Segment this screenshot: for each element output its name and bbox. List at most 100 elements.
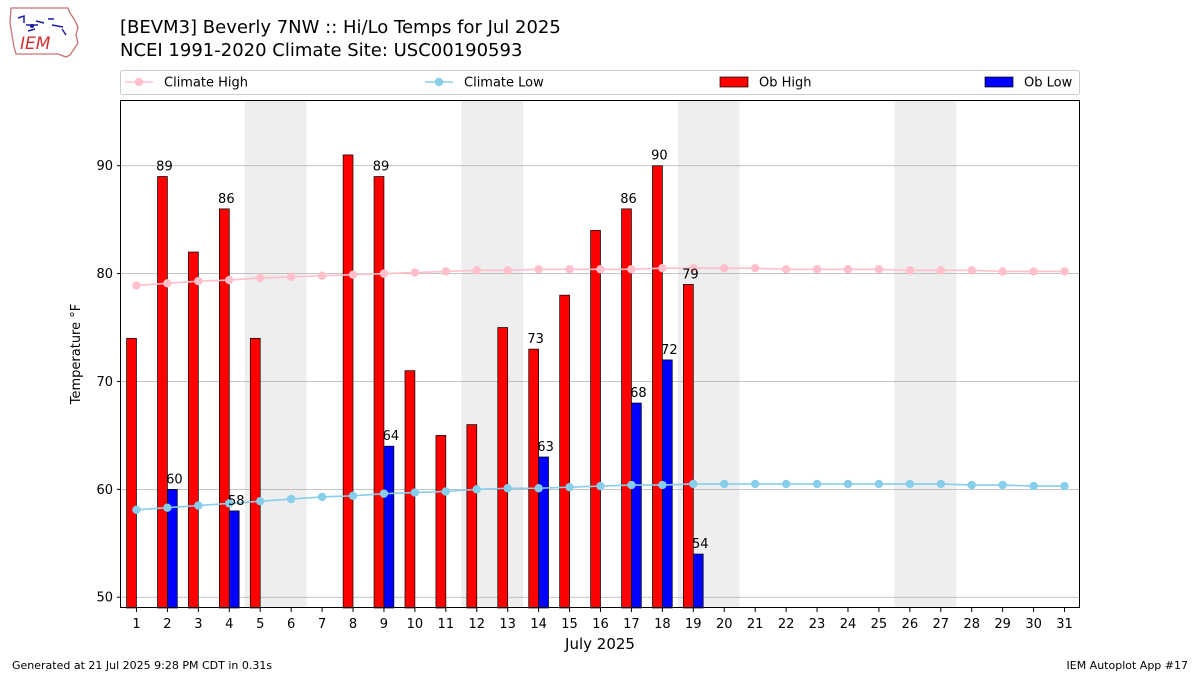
x-tick-label: 3 xyxy=(194,617,202,632)
climate-high-point xyxy=(379,269,389,278)
x-tick-label: 19 xyxy=(685,617,702,632)
ob-high-bar xyxy=(342,154,354,609)
ob-low-bar xyxy=(383,445,395,609)
ob-high-bar xyxy=(188,251,199,609)
y-tick-label: 50 xyxy=(96,591,113,606)
y-axis-label: Temperature °F xyxy=(69,304,84,405)
climate-low-point xyxy=(472,485,481,494)
climate-low-point xyxy=(1029,481,1038,491)
climate-low-point xyxy=(998,480,1007,490)
climate-low-point xyxy=(441,487,451,496)
data-label: 63 xyxy=(537,440,554,455)
x-tick-label: 25 xyxy=(871,617,888,632)
ob-high-bar xyxy=(528,348,539,609)
x-axis-label: July 2025 xyxy=(564,635,635,653)
x-tick-label: 8 xyxy=(349,617,357,632)
ob-low-legend-label: Ob Low xyxy=(1024,76,1073,91)
data-label: 73 xyxy=(527,332,544,347)
climate-lines xyxy=(132,264,1069,515)
climate-high-point xyxy=(905,266,915,275)
ob-high-bar xyxy=(126,337,137,609)
data-label: 89 xyxy=(156,160,173,175)
climate-low-point xyxy=(689,479,698,489)
x-tick-label: 21 xyxy=(747,617,764,632)
ob-high-bar xyxy=(373,176,385,609)
ob-high-bar xyxy=(219,208,230,609)
climate-high-point xyxy=(1029,267,1038,276)
data-label: 68 xyxy=(630,386,647,401)
x-tick-label: 24 xyxy=(840,617,857,632)
climate-low-point xyxy=(534,484,543,493)
x-tick-label: 12 xyxy=(468,617,485,632)
chart-title: [BEVM3] Beverly 7NW :: Hi/Lo Temps for J… xyxy=(120,17,561,38)
app-credit: IEM Autoplot App #17 xyxy=(1066,659,1189,672)
climate-high-point xyxy=(596,265,605,274)
climate-low-point xyxy=(225,499,234,508)
data-labels: 89 86 89 73 86 90 79 60 58 64 63 68 72 54 xyxy=(156,149,708,552)
climate-low-point xyxy=(781,479,791,489)
ob-high-bar xyxy=(157,176,168,609)
data-label: 89 xyxy=(373,160,390,175)
y-axis: 50 60 70 80 90 xyxy=(96,159,121,606)
data-label: 64 xyxy=(383,429,400,444)
climate-high-point xyxy=(812,265,822,274)
climate-low-point xyxy=(627,480,636,490)
climate-low-point xyxy=(812,479,822,489)
x-tick-label: 15 xyxy=(561,617,578,632)
x-tick-label: 28 xyxy=(963,617,980,632)
climate-low-point xyxy=(720,479,729,489)
climate-low-point xyxy=(874,479,884,489)
iem-logo: IEM xyxy=(9,7,79,58)
climate-low-point xyxy=(658,480,667,490)
x-tick-label: 31 xyxy=(1056,617,1073,632)
data-label: 86 xyxy=(218,192,235,207)
weekend-shade xyxy=(894,101,957,608)
climate-high-point xyxy=(565,265,574,274)
climate-low-point xyxy=(256,497,265,506)
climate-high-point xyxy=(410,268,420,277)
climate-high-point xyxy=(132,281,141,290)
climate-high-point xyxy=(286,272,296,282)
climate-high-point xyxy=(534,265,543,274)
ob-high-bar xyxy=(466,424,478,609)
climate-low-legend-marker xyxy=(434,77,444,87)
climate-high-point xyxy=(750,264,760,273)
climate-high-point xyxy=(441,267,451,276)
climate-low-point xyxy=(317,492,327,502)
climate-high-point xyxy=(503,266,512,275)
data-label: 86 xyxy=(620,192,637,207)
y-tick-label: 70 xyxy=(96,375,113,390)
x-tick-label: 4 xyxy=(225,617,233,632)
x-axis: 1 2 3 4 5 6 7 8 9 10 11 12 13 14 15 16 17 18 19 20 21 22 23 24 2… xyxy=(132,608,1073,632)
climate-low-point xyxy=(843,479,853,489)
x-tick-label: 2 xyxy=(163,617,171,632)
climate-high-point xyxy=(874,265,884,274)
climate-low-point xyxy=(750,479,760,489)
x-tick-label: 6 xyxy=(287,617,295,632)
climate-high-point xyxy=(843,265,853,274)
x-tick-label: 14 xyxy=(530,617,547,632)
plot-frame xyxy=(120,100,1080,608)
x-tick-label: 11 xyxy=(438,617,455,632)
y-tick-label: 90 xyxy=(96,159,113,174)
climate-high-point xyxy=(194,276,203,286)
x-tick-label: 26 xyxy=(902,617,919,632)
generated-timestamp: Generated at 21 Jul 2025 9:28 PM CDT in … xyxy=(12,659,273,672)
climate-low-legend-label: Climate Low xyxy=(464,76,544,91)
y-tick-label: 60 xyxy=(96,483,113,498)
logo-text: IEM xyxy=(20,34,51,54)
ob-low-bar xyxy=(631,402,642,609)
x-tick-label: 7 xyxy=(318,617,326,632)
ob-high-bar xyxy=(497,327,509,609)
ob-high-bar xyxy=(249,337,261,609)
climate-high-point xyxy=(163,279,172,288)
ob-high-legend-label: Ob High xyxy=(759,76,812,91)
x-tick-label: 22 xyxy=(778,617,795,632)
climate-low-point xyxy=(596,481,605,491)
ob-low-bar xyxy=(228,510,240,609)
climate-high-point xyxy=(348,270,358,279)
climate-high-point xyxy=(256,273,265,283)
climate-low-point xyxy=(1060,481,1069,491)
climate-high-point xyxy=(720,264,729,273)
